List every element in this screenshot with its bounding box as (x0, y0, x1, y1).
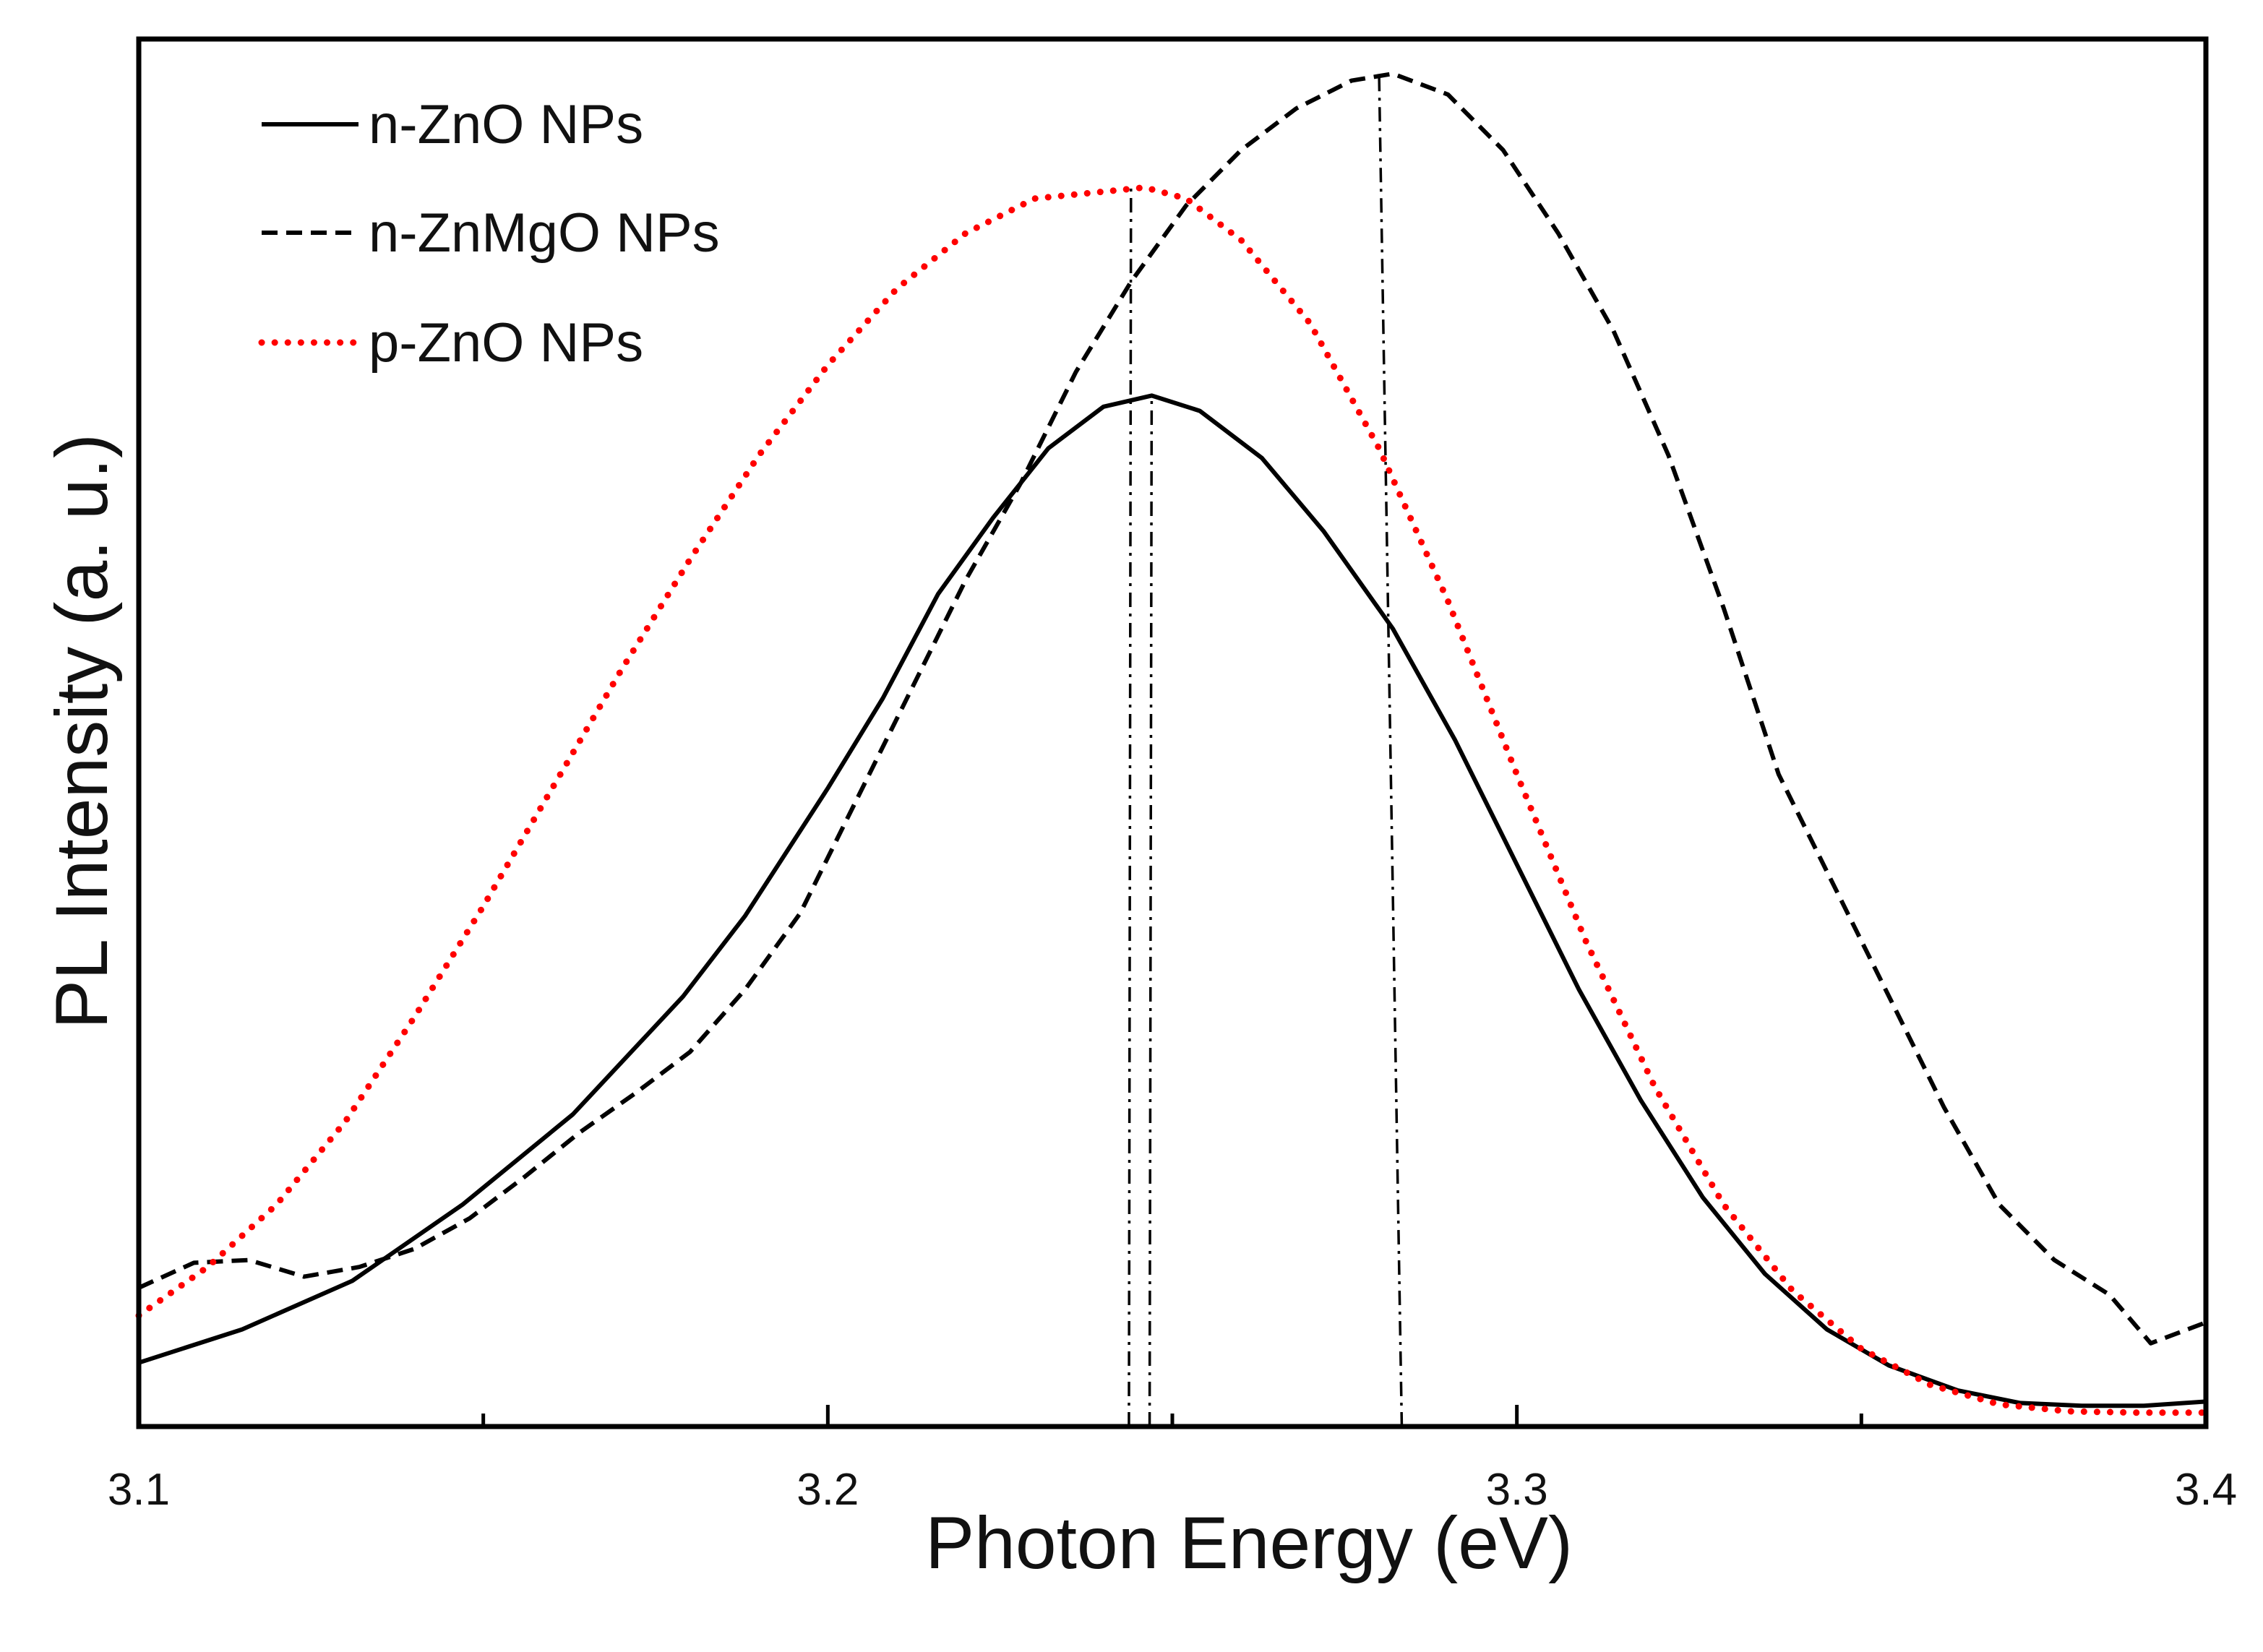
series-line-n-zno-nps (138, 393, 2207, 1408)
x-tick-label: 3.1 (108, 1465, 170, 1515)
ticks-layer (481, 1405, 1863, 1427)
series-line-n-znmgo-nps (137, 72, 2207, 1346)
legend: n-ZnO NPs n-ZnMgO NPs p-ZnO NPs (258, 94, 720, 374)
legend-label-n-zno-nps: n-ZnO NPs (369, 94, 643, 155)
x-tick-label: 3.2 (796, 1465, 859, 1515)
x-tick-label: 3.4 (2175, 1465, 2237, 1515)
y-axis-label: PL Intensity (a. u.) (40, 434, 123, 1029)
legend-label-n-znmgo-nps: n-ZnMgO NPs (369, 202, 720, 264)
tick-labels-layer: 3.1 3.2 3.3 3.4 (108, 1465, 2237, 1515)
series-line-p-zno-nps (135, 184, 2210, 1416)
legend-label-p-zno-nps: p-ZnO NPs (369, 312, 643, 374)
x-axis-label: Photon Energy (eV) (925, 1502, 1573, 1584)
reference-lines-layer (1128, 72, 1404, 1427)
series-layer (135, 72, 2210, 1416)
peak-marker-line-2 (1148, 394, 1154, 1427)
x-tick-label: 3.3 (1486, 1465, 1548, 1515)
peak-marker-line-3 (1378, 72, 1404, 1427)
peak-marker-line-1 (1128, 186, 1133, 1427)
